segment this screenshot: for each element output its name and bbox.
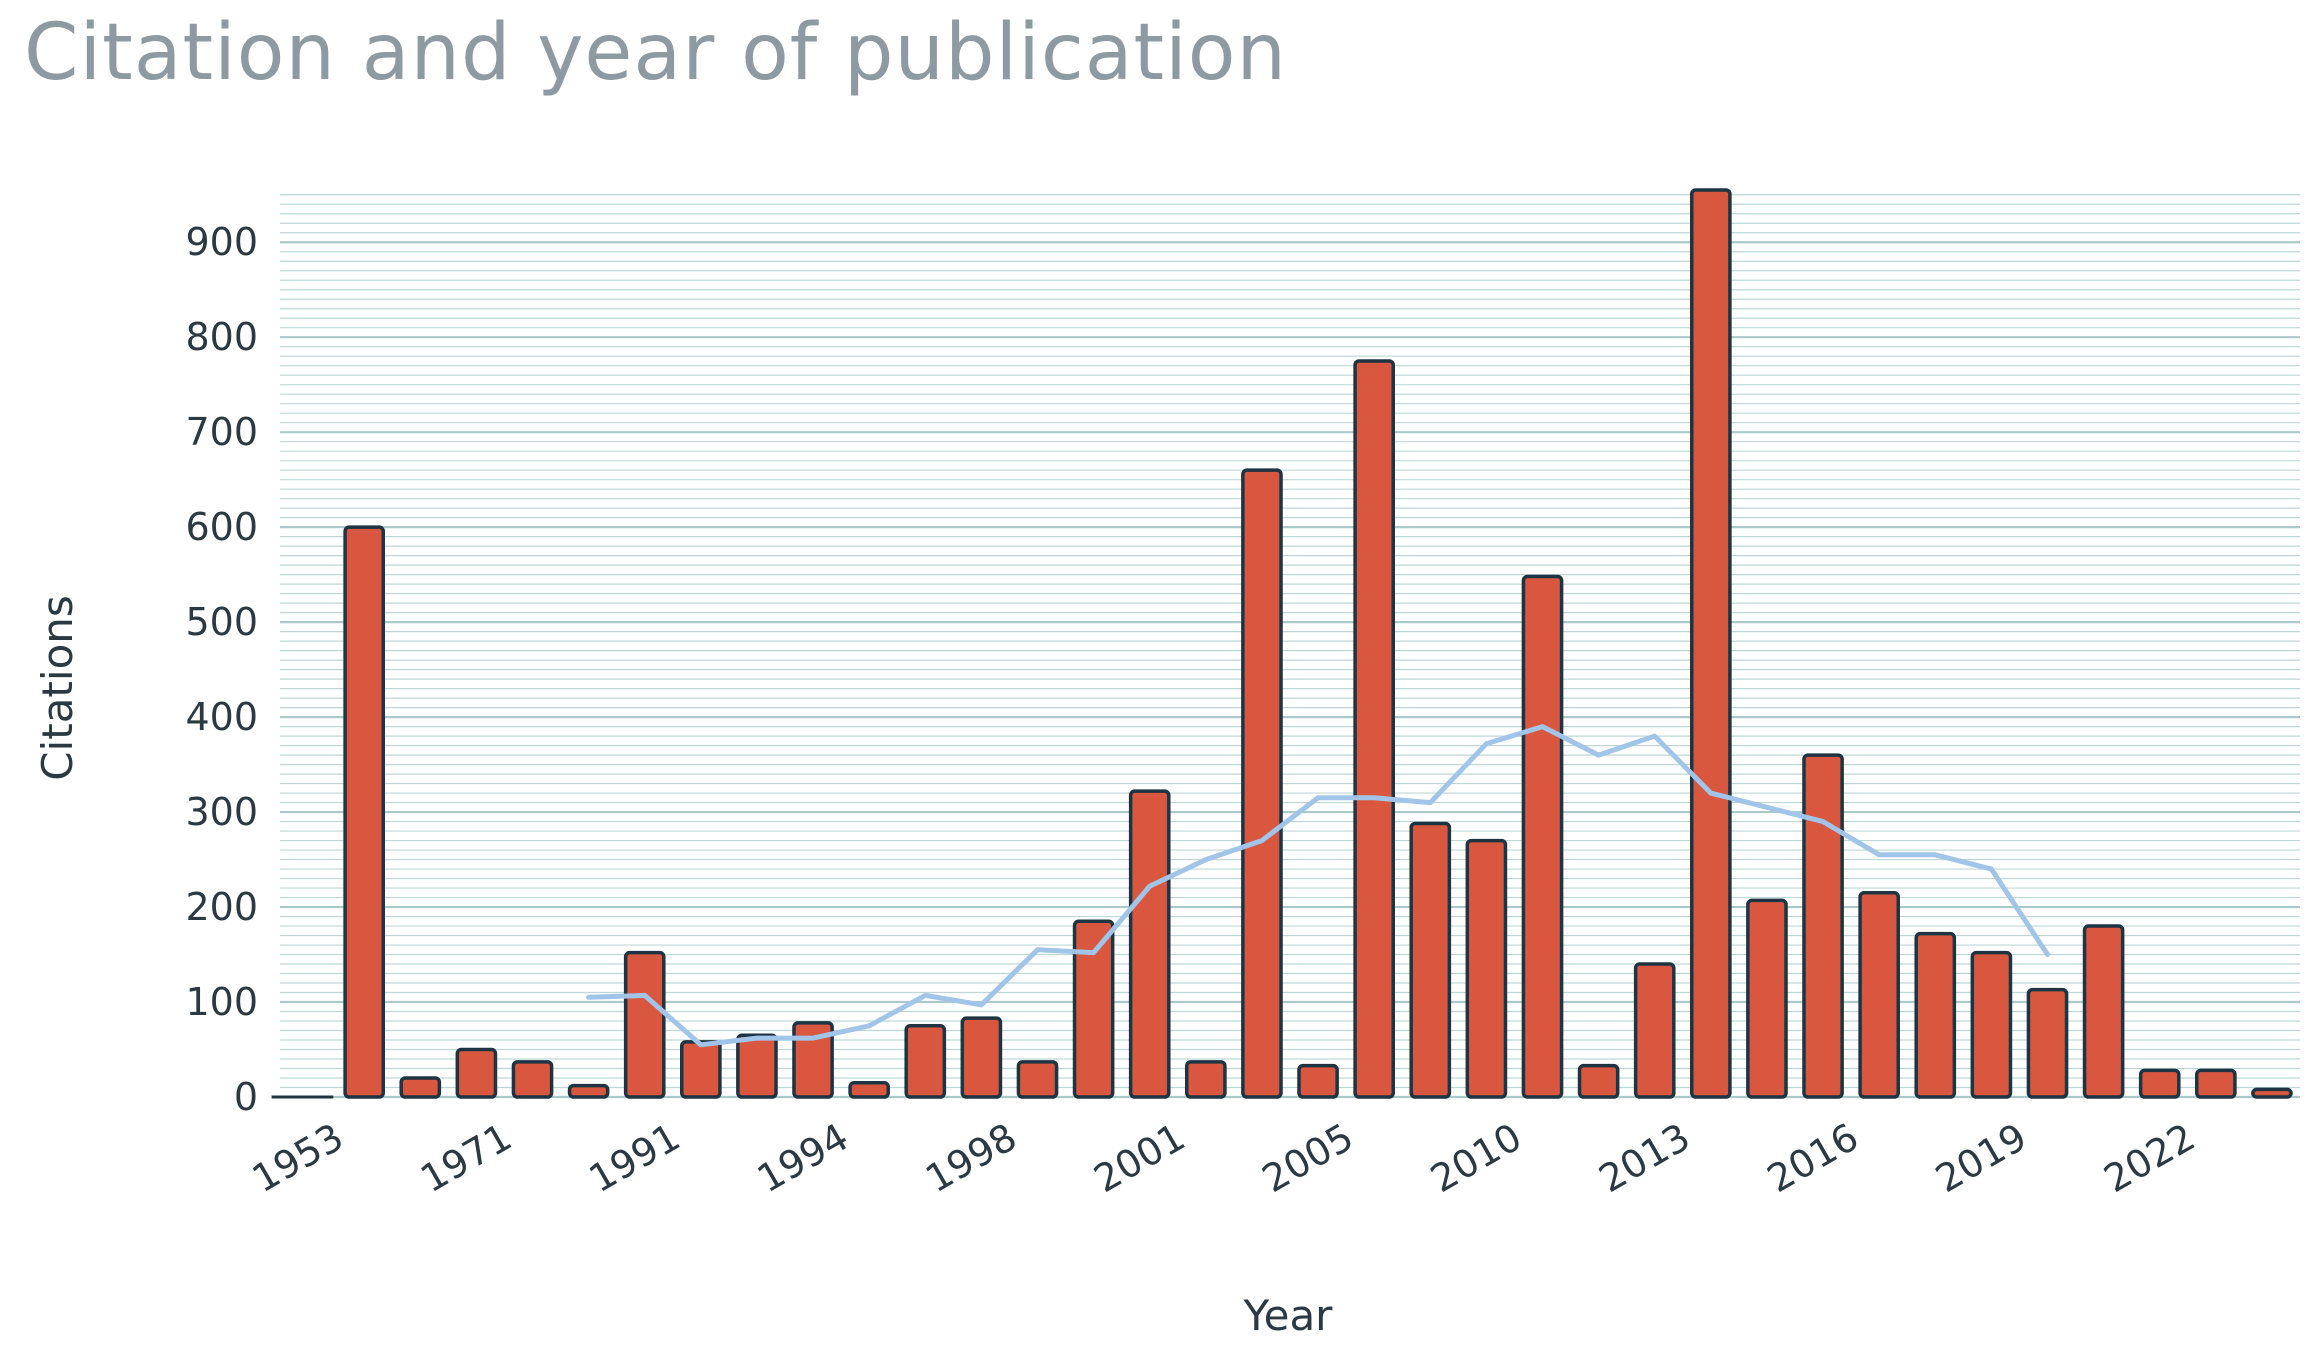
- y-tick-label: 100: [185, 980, 258, 1024]
- line-series-path: [586, 724, 2050, 1048]
- y-tick-label: 300: [185, 790, 258, 834]
- bar: [1297, 1063, 1339, 1099]
- bar: [623, 950, 666, 1099]
- bar: [567, 1083, 610, 1099]
- x-tick-label: 2022: [2097, 1115, 2203, 1201]
- bar: [1072, 919, 1115, 1099]
- x-tick-label: 2001: [1087, 1115, 1193, 1201]
- y-tick-label: 200: [185, 885, 258, 929]
- bar: [2082, 924, 2125, 1099]
- bar: [792, 1021, 834, 1099]
- x-tick-label: 1971: [413, 1115, 519, 1201]
- bar: [2026, 987, 2069, 1099]
- bar: [736, 1033, 778, 1099]
- y-tick-label: 800: [185, 315, 258, 359]
- y-tick-labels: 0 100 200 300 400 500 600 700 800 900: [185, 220, 258, 1119]
- x-tick-label: 2013: [1592, 1115, 1698, 1201]
- y-tick-label: 600: [185, 505, 258, 549]
- x-tick-label: 1994: [750, 1115, 856, 1201]
- bar: [1746, 898, 1788, 1099]
- bar: [1577, 1063, 1620, 1099]
- bar: [1970, 950, 2013, 1099]
- bar: [1016, 1060, 1059, 1099]
- bar: [399, 1076, 442, 1099]
- bar: [455, 1047, 498, 1099]
- bar: [960, 1016, 1003, 1099]
- y-tick-label: 0: [234, 1075, 258, 1119]
- bar: [1241, 468, 1283, 1099]
- y-tick-label: 400: [185, 695, 258, 739]
- y-axis-label: Citations: [33, 595, 82, 781]
- bar: [1185, 1060, 1227, 1099]
- bar: [1465, 838, 1508, 1099]
- y-tick-label: 700: [185, 410, 258, 454]
- bar: [1690, 188, 1732, 1099]
- gridlines: [280, 194, 2300, 1099]
- bar: [2195, 1068, 2237, 1099]
- x-tick-label: 2019: [1928, 1115, 2034, 1201]
- x-tick-label: 2005: [1255, 1115, 1361, 1201]
- x-tick-label: 1953: [245, 1115, 351, 1201]
- x-tick-label: 2010: [1423, 1115, 1529, 1201]
- x-axis-label: Year: [1243, 1291, 1334, 1340]
- bar: [1858, 891, 1900, 1099]
- bar: [848, 1081, 890, 1099]
- bar: [1353, 359, 1395, 1099]
- bar: [511, 1060, 554, 1099]
- bar: [680, 1040, 722, 1099]
- bar: [343, 525, 385, 1099]
- x-tick-labels: 1953 1971 1991 1994 1998 2001 2005 2010 2013 2016…: [245, 1115, 2202, 1201]
- bar: [1128, 789, 1171, 1099]
- bar: [1914, 931, 1957, 1099]
- bars: [271, 188, 2293, 1099]
- bar: [1802, 753, 1844, 1099]
- bar: [2251, 1087, 2293, 1099]
- y-tick-label: 900: [185, 220, 258, 264]
- bar: [1409, 821, 1452, 1099]
- x-tick-label: 1991: [582, 1115, 688, 1201]
- line-series: [586, 724, 2050, 1048]
- x-tick-label: 1998: [918, 1115, 1024, 1201]
- bar: [1521, 574, 1564, 1099]
- chart-title: Citation and year of publication: [24, 8, 1287, 98]
- y-tick-label: 500: [185, 600, 258, 644]
- bar: [1633, 962, 1676, 1099]
- bar: [904, 1024, 947, 1099]
- bar: [2138, 1068, 2181, 1099]
- x-tick-label: 2016: [1760, 1115, 1866, 1201]
